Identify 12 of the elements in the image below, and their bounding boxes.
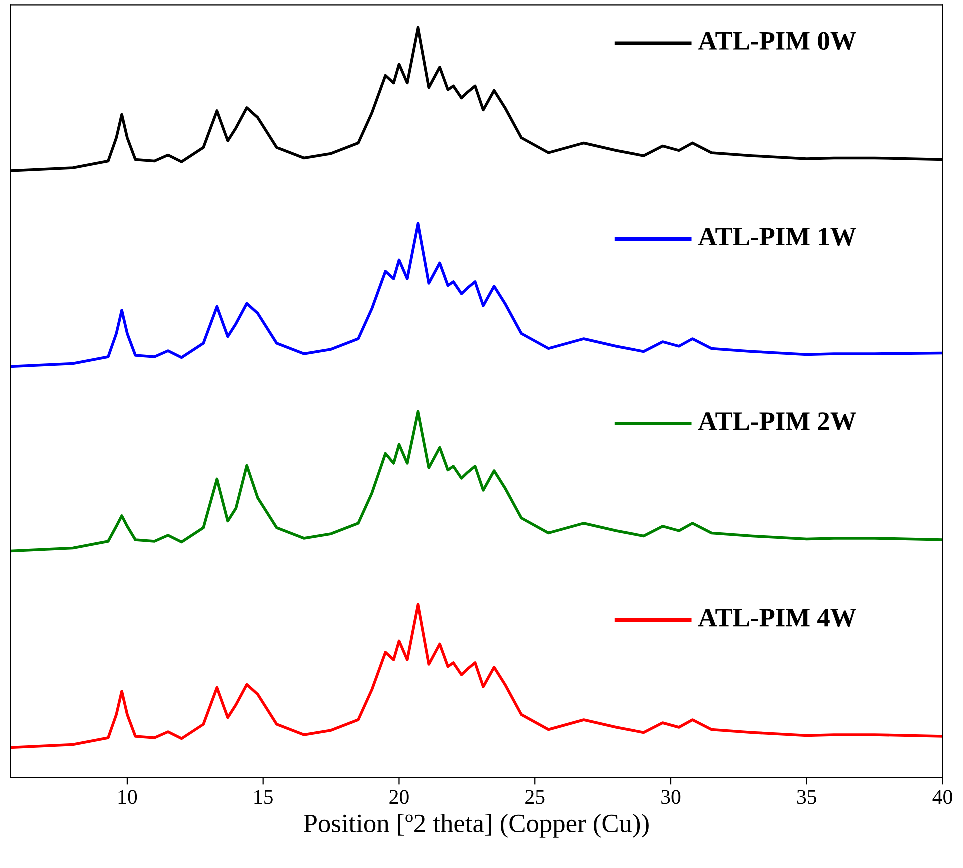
legend-label: ATL-PIM 0W: [698, 32, 856, 50]
x-tick-label: 35: [797, 790, 816, 804]
x-tick-label: 10: [118, 790, 138, 804]
legend-label: ATL-PIM 1W: [698, 228, 856, 246]
x-axis-title: Position [º2 theta] (Copper (Cu)): [304, 814, 649, 838]
x-tick-label: 25: [526, 790, 545, 804]
x-tick-label: 30: [662, 790, 681, 804]
x-tick-label: 40: [932, 790, 952, 804]
x-tick-label: 20: [390, 790, 409, 804]
legend-label: ATL-PIM 2W: [698, 412, 856, 430]
legend-label: ATL-PIM 4W: [698, 609, 856, 627]
x-tick-label: 15: [254, 790, 273, 804]
